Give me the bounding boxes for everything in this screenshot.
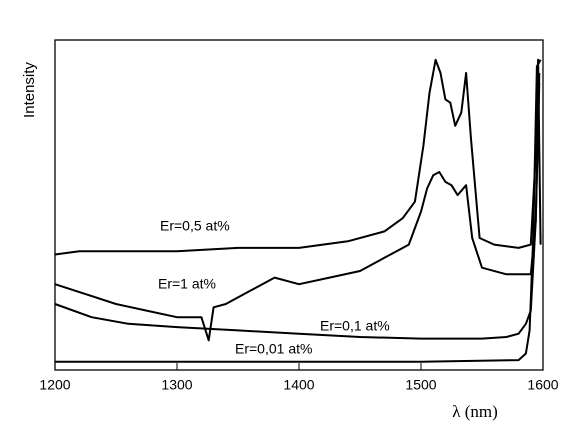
plot-frame bbox=[54, 39, 544, 371]
series-label: Er=0,01 at% bbox=[235, 341, 312, 357]
x-axis-label: λ (nm) bbox=[452, 402, 498, 421]
y-axis-label: Intensity bbox=[21, 62, 38, 118]
series-label: Er=1 at% bbox=[158, 276, 216, 292]
series-line bbox=[54, 82, 541, 342]
x-tick-label: 1400 bbox=[283, 377, 314, 393]
x-tick-label: 1600 bbox=[527, 377, 558, 393]
x-tick-label: 1200 bbox=[39, 377, 70, 393]
series-label: Er=0,5 at% bbox=[160, 218, 230, 234]
series-line bbox=[54, 58, 542, 256]
x-tick-label: 1500 bbox=[405, 377, 436, 393]
series-line bbox=[54, 72, 541, 340]
x-tick-label: 1300 bbox=[161, 377, 192, 393]
series-label: Er=0,1 at% bbox=[320, 318, 390, 334]
series-line bbox=[55, 59, 542, 363]
